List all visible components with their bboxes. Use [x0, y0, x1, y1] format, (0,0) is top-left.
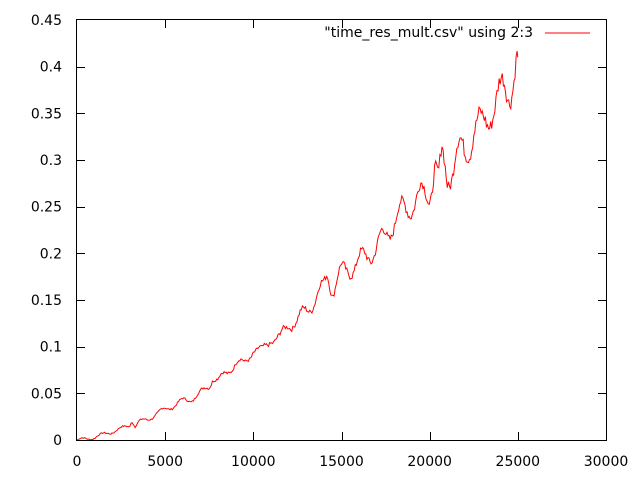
y-tick-label: 0.1 — [40, 340, 62, 356]
legend-label: "time_res_mult.csv" using 2:3 — [324, 25, 533, 41]
x-tick-label: 0 — [73, 454, 82, 470]
y-tick-label: 0 — [53, 433, 62, 449]
y-tick-label: 0.25 — [31, 200, 62, 216]
y-tick-label: 0.4 — [40, 60, 62, 76]
y-tick-label: 0.05 — [31, 386, 62, 402]
x-tick-label: 10000 — [231, 454, 276, 470]
x-tick-label: 25000 — [496, 454, 541, 470]
legend: "time_res_mult.csv" using 2:3 — [324, 25, 590, 41]
y-axis-tick-labels: 0 0.05 0.1 0.15 0.2 0.25 0.3 0.35 0.4 0.45 — [31, 13, 62, 449]
tick-marks — [77, 20, 606, 440]
y-tick-label: 0.2 — [40, 246, 62, 262]
x-axis-tick-labels: 0 5000 10000 15000 20000 25000 30000 — [73, 454, 629, 470]
x-tick-label: 20000 — [407, 454, 452, 470]
x-tick-label: 15000 — [319, 454, 364, 470]
series-line-time-res-mult — [76, 51, 519, 441]
y-tick-label: 0.15 — [31, 293, 62, 309]
y-tick-label: 0.35 — [31, 106, 62, 122]
y-tick-label: 0.45 — [31, 13, 62, 29]
x-tick-label: 30000 — [584, 454, 629, 470]
y-tick-label: 0.3 — [40, 153, 62, 169]
x-tick-label: 5000 — [147, 454, 183, 470]
plot-frame — [76, 19, 607, 441]
